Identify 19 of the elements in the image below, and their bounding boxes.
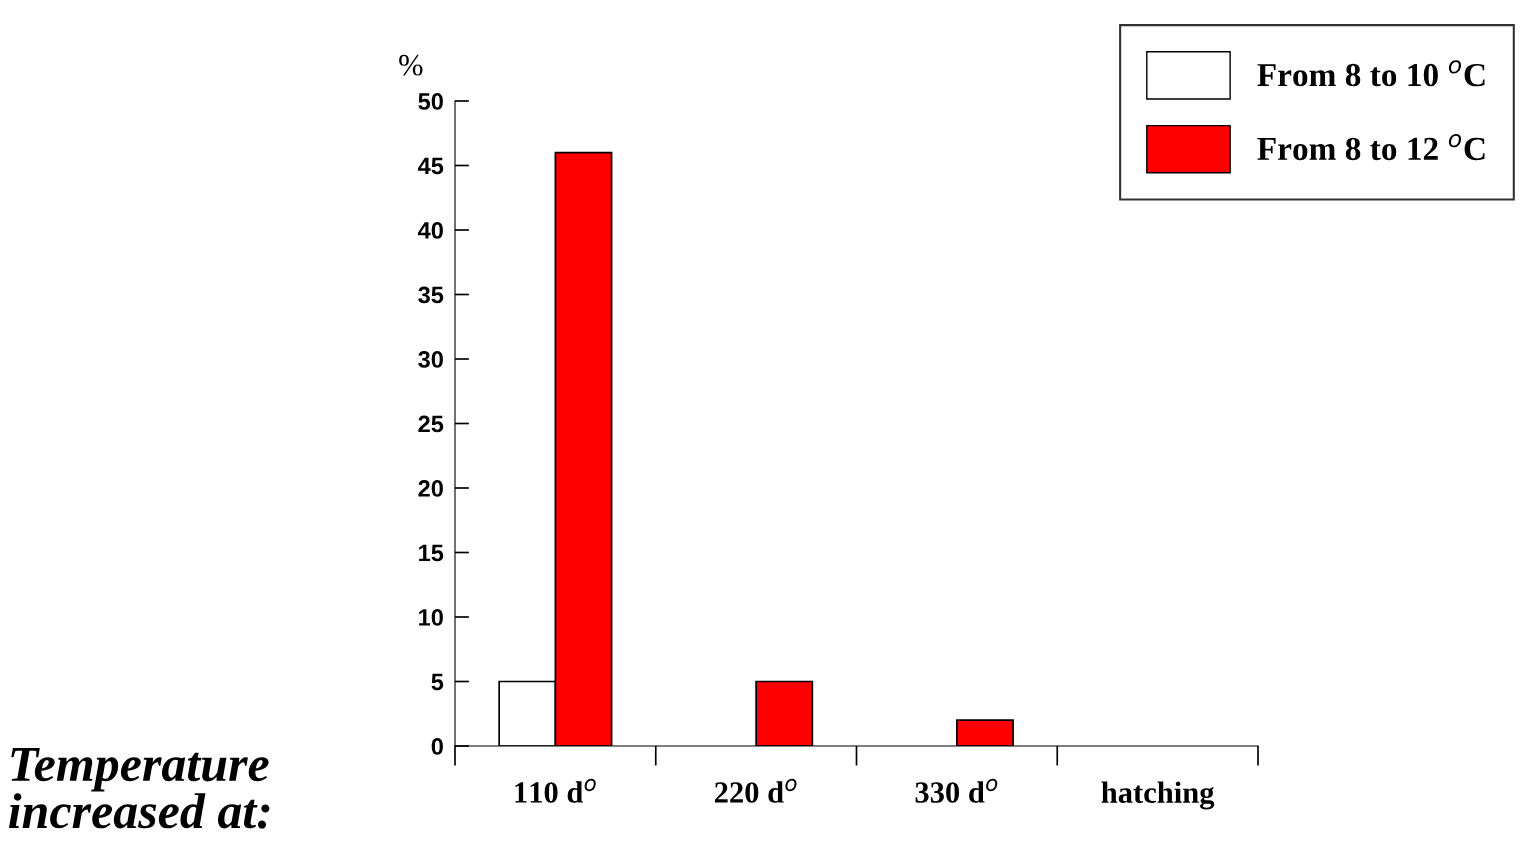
y-tick-label: 5	[431, 673, 444, 691]
y-tick-label: 10	[419, 609, 443, 626]
text: Temperature increased at:	[8, 748, 270, 829]
y-tick-label: 35	[418, 286, 444, 304]
x-tick-label: hatching	[1101, 781, 1215, 810]
y-tick-label: 50	[418, 93, 443, 110]
x-tick-label: 110 d$^{o}$	[515, 778, 596, 803]
y-tick-label: 25	[418, 415, 444, 433]
y-tick-label: 15	[419, 544, 444, 562]
legend-label: From 8 to 10 $^{o}$C	[1257, 60, 1485, 87]
y-tick-label: 40	[417, 222, 443, 239]
x-tick-label: 220 d$^{o}$	[714, 778, 797, 803]
y-tick-label: 20	[418, 480, 443, 497]
y-tick-label: 0	[431, 738, 443, 755]
x-tick-label: 330 d$^{o}$	[915, 778, 998, 803]
y-tick-label: 45	[417, 157, 444, 175]
legend-label: From 8 to 12 $^{o}$C	[1257, 133, 1485, 161]
y-axis-title: %	[399, 54, 423, 76]
y-tick-label: 30	[418, 351, 443, 368]
